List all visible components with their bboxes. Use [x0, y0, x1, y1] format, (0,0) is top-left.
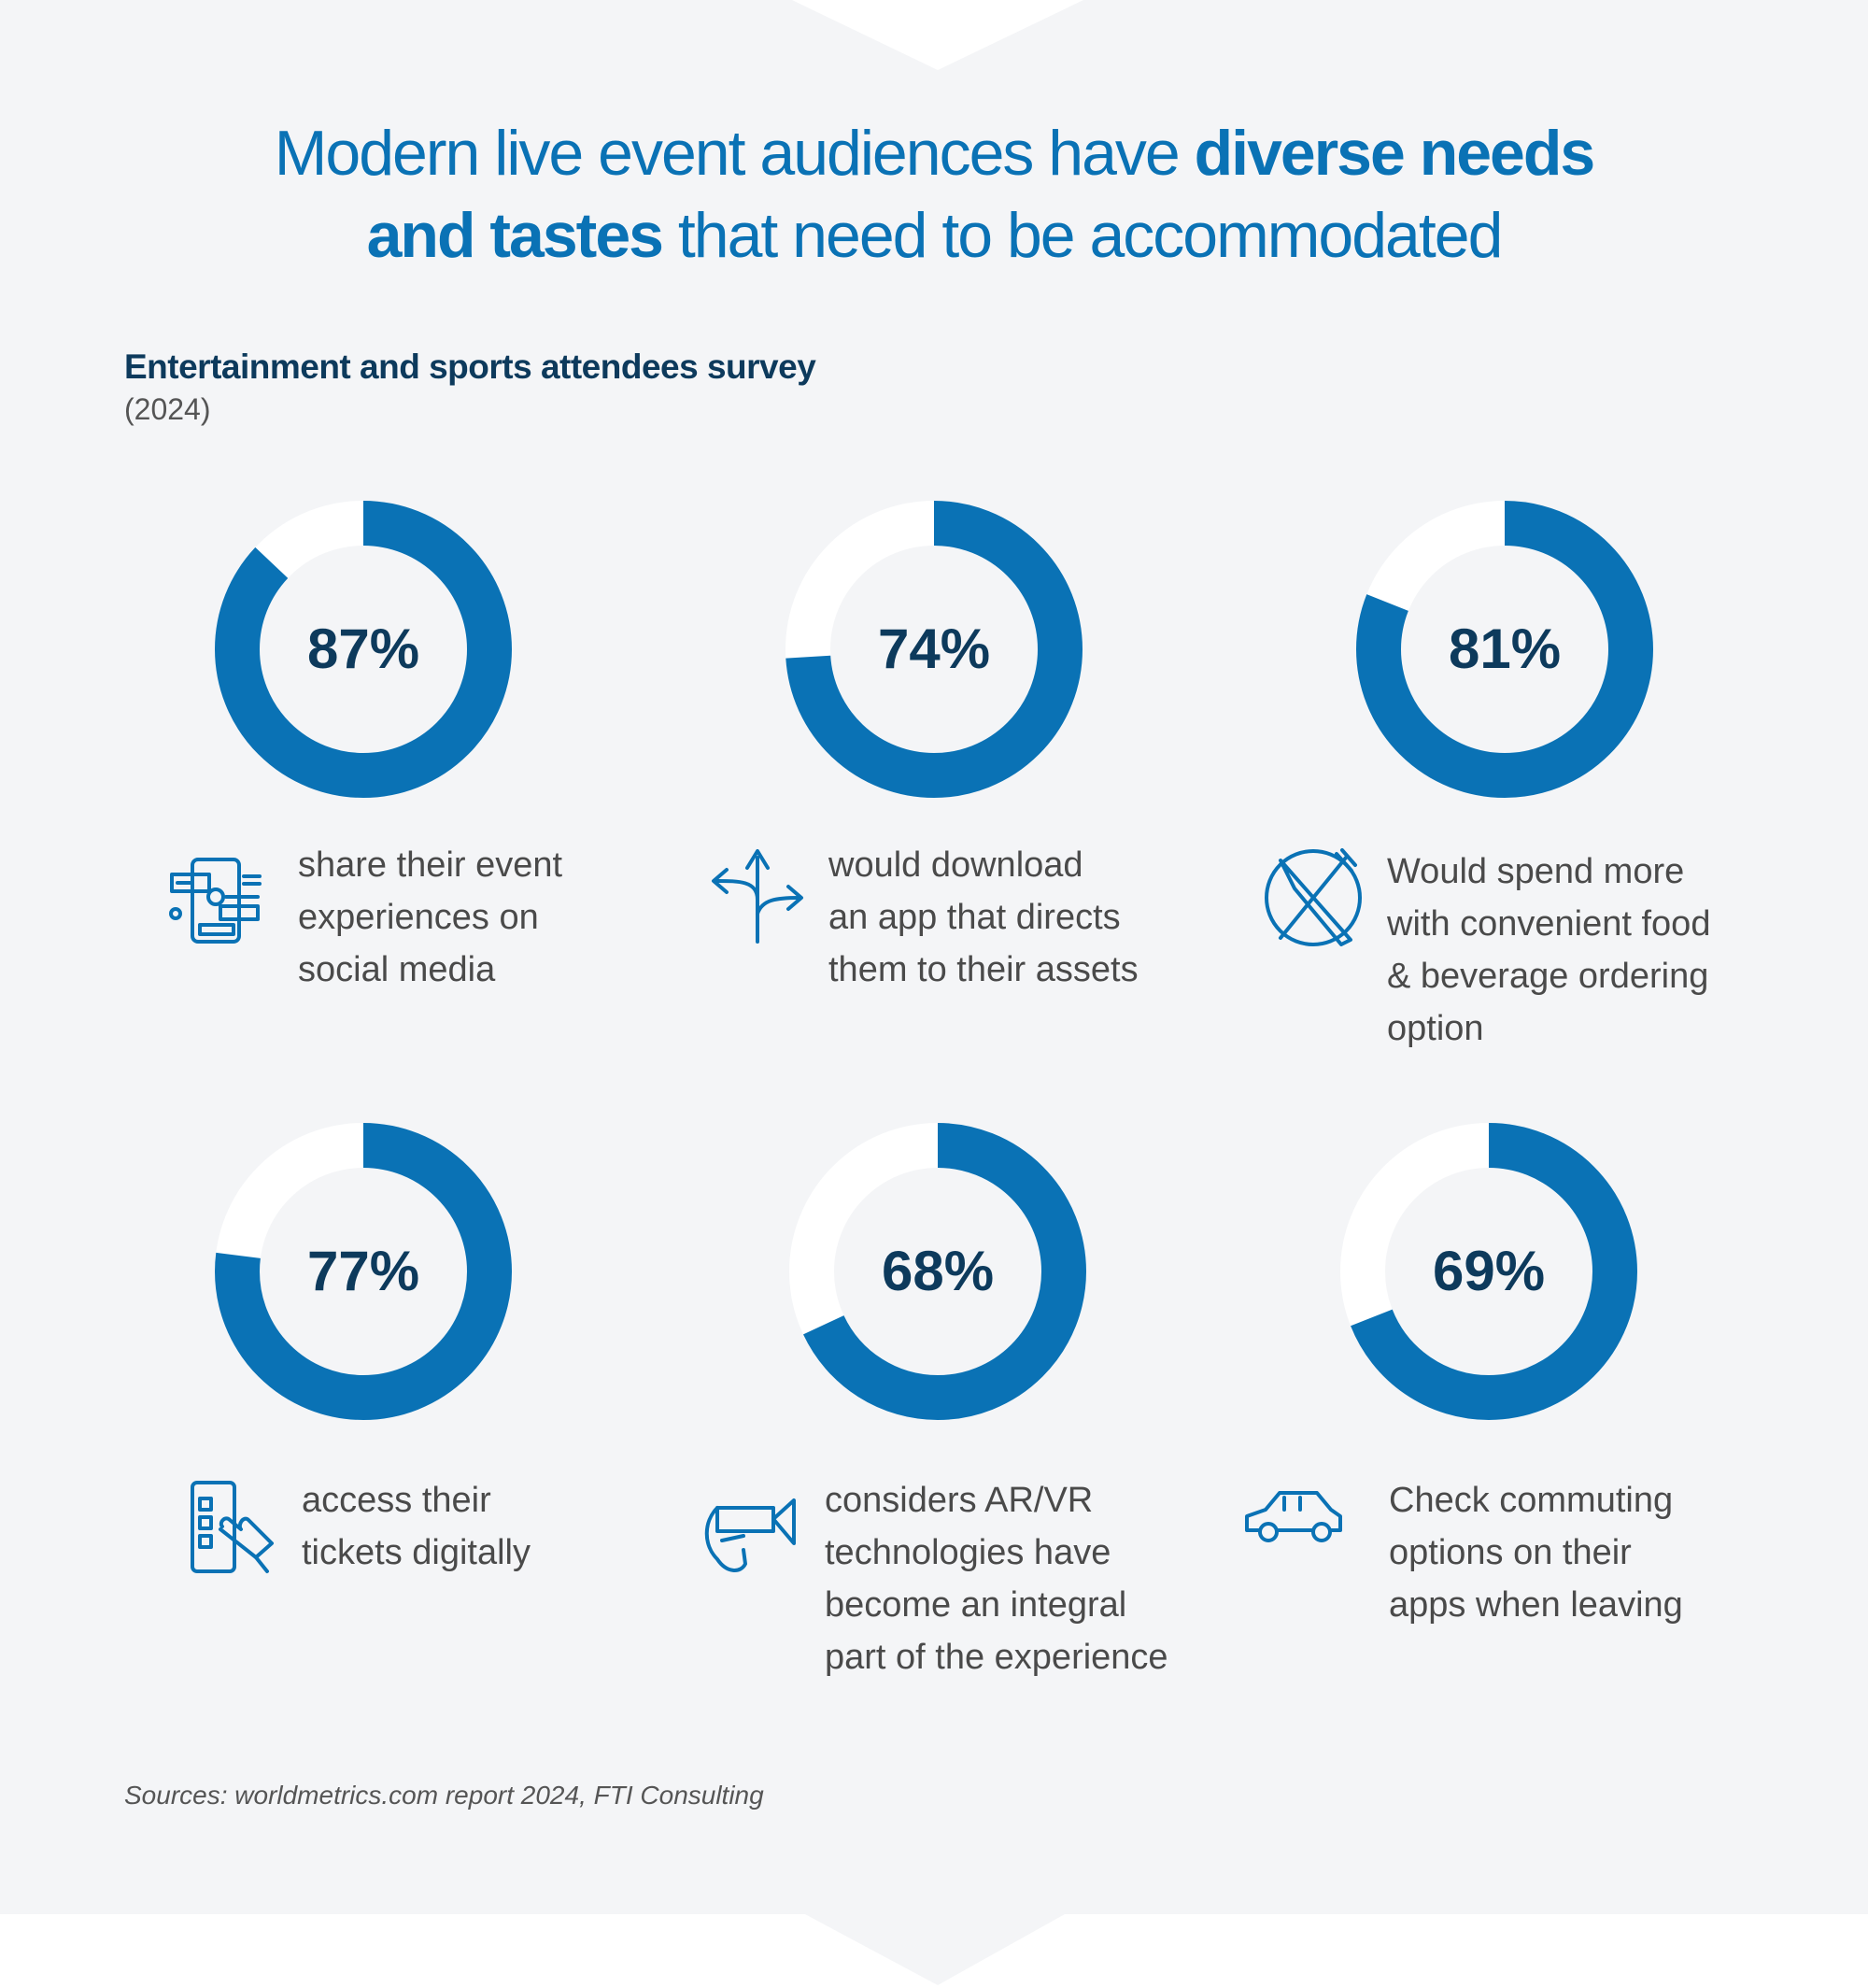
background [0, 0, 1868, 1914]
donut-chart: 87% [214, 500, 513, 799]
donut-value-arc [215, 1123, 512, 1420]
vr-headset-icon [699, 1480, 801, 1583]
description-line: part of the experience [825, 1638, 1168, 1677]
donut-value-arc [1340, 1123, 1637, 1420]
donut-chart: 81% [1355, 500, 1654, 799]
donut-svg [789, 1123, 1086, 1420]
bottom-notch-decoration [805, 1914, 1065, 1985]
social-media-icon [164, 848, 267, 951]
chart-subtitle: Entertainment and sports attendees surve… [124, 348, 816, 386]
stat-description: considers AR/VR technologies have become a… [825, 1474, 1236, 1683]
description-line: experiences on [298, 898, 539, 937]
description-line: apps when leaving [1389, 1585, 1683, 1625]
donut-value-arc [1356, 501, 1653, 798]
description-line: considers AR/VR [825, 1481, 1094, 1520]
sources-note: Sources: worldmetrics.com report 2024, F… [124, 1781, 764, 1810]
donut-chart: 74% [785, 500, 1083, 799]
description-line: share their event [298, 845, 563, 885]
description-line: technologies have [825, 1533, 1111, 1572]
donut-chart: 77% [214, 1122, 513, 1421]
title-emphasis: and tastes [366, 200, 664, 271]
knife-fork-icon [1262, 846, 1365, 949]
description-line: options on their [1389, 1533, 1632, 1572]
title-text: that need to be accommodated [661, 200, 1504, 271]
donut-value-arc [785, 501, 1083, 798]
donut-value-label: 69% [1432, 1240, 1546, 1302]
top-notch-decoration [792, 0, 1083, 70]
description-line: Would spend more [1387, 852, 1685, 891]
donut-svg [215, 501, 512, 798]
description-line: access their [302, 1481, 491, 1520]
donut-svg [1340, 1123, 1637, 1420]
donut-svg [1356, 501, 1653, 798]
donut-value-label: 81% [1448, 618, 1562, 680]
title-text: Modern live event audiences have [274, 118, 1195, 189]
donut-value-arc [215, 501, 512, 798]
description-line: tickets digitally [302, 1533, 531, 1572]
donut-chart: 68% [788, 1122, 1087, 1421]
donut-chart: 69% [1339, 1122, 1638, 1421]
description-line: social media [298, 950, 496, 989]
description-line: with convenient food [1387, 904, 1711, 944]
description-line: become an integral [825, 1585, 1127, 1625]
donut-value-label: 87% [306, 618, 420, 680]
page-title: Modern live event audiences have diverse… [0, 112, 1868, 277]
description-line: them to their assets [828, 950, 1139, 989]
stat-description: access their tickets digitally [302, 1474, 713, 1579]
title-emphasis: diverse needs [1194, 118, 1596, 189]
description-line: would download [828, 845, 1083, 885]
description-line: an app that directs [828, 898, 1121, 937]
stat-description: would download an app that directs them to… [828, 839, 1239, 996]
donut-value-arc [789, 1123, 1086, 1420]
stat-description: Would spend more with convenient food & be… [1387, 845, 1798, 1055]
donut-value-label: 74% [877, 618, 991, 680]
donut-svg [215, 1123, 512, 1420]
donut-svg [785, 501, 1083, 798]
direction-arrows-icon [706, 844, 809, 946]
stat-description: Check commuting options on their apps when… [1389, 1474, 1800, 1631]
donut-value-label: 77% [306, 1240, 420, 1302]
description-line: & beverage ordering [1387, 957, 1709, 996]
stat-description: share their event experiences on social me… [298, 839, 709, 996]
description-line: Check commuting [1389, 1481, 1674, 1520]
mobile-ticket-icon [183, 1478, 286, 1581]
donut-value-label: 68% [881, 1240, 995, 1302]
survey-year: (2024) [124, 392, 211, 426]
car-icon [1242, 1465, 1345, 1568]
description-line: option [1387, 1009, 1484, 1048]
